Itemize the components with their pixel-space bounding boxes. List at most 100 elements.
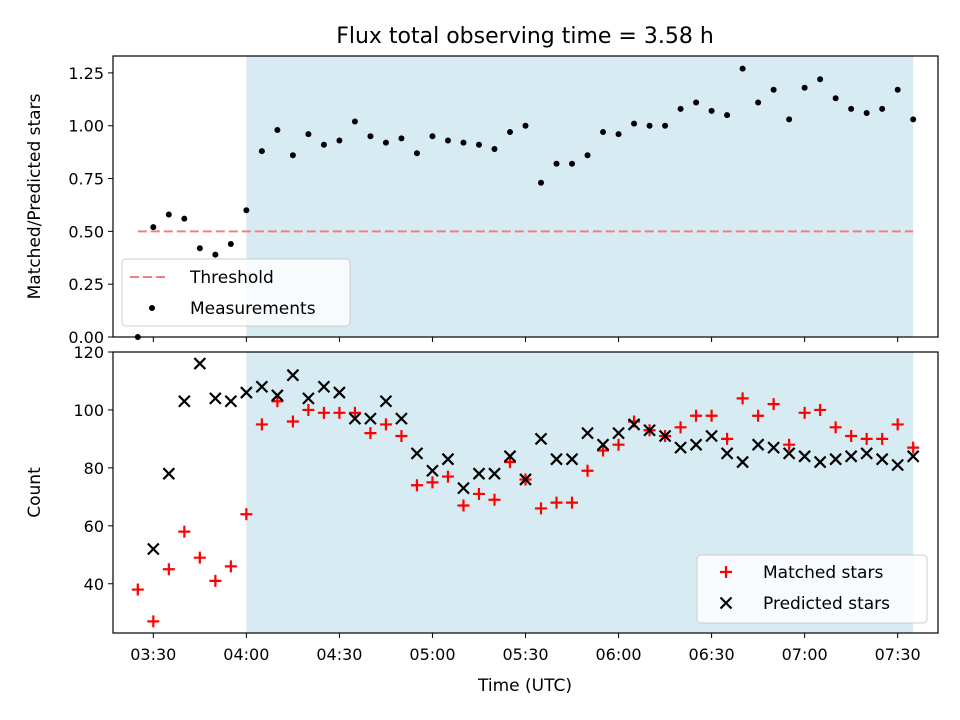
matched-star-point <box>472 487 485 500</box>
measurement-point <box>351 118 358 125</box>
y-axis-label: Matched/Predicted stars <box>25 93 45 299</box>
predicted-star-point <box>503 450 517 463</box>
x-tick-label: 06:30 <box>689 645 735 664</box>
matched-star-point <box>907 441 920 454</box>
measurement-point <box>910 116 917 123</box>
matched-star-point <box>705 409 718 422</box>
legend-box <box>696 554 928 624</box>
predicted-star-point <box>302 392 315 405</box>
predicted-star-point <box>860 447 873 460</box>
predicted-star-point <box>627 418 641 431</box>
predicted-star-point <box>333 386 346 399</box>
y-tick-label: 0.75 <box>68 170 104 189</box>
predicted-star-point <box>224 394 238 408</box>
measurement-point <box>475 141 482 148</box>
matched-star-point <box>721 432 734 445</box>
matched-star-point <box>581 464 594 477</box>
y-axis-label: Count <box>25 467 45 518</box>
predicted-star-point <box>581 426 594 440</box>
measurement-point <box>506 129 513 136</box>
measurement-point <box>894 86 901 93</box>
measurement-point <box>444 137 451 144</box>
predicted-star-point <box>596 438 610 451</box>
matched-star-point <box>302 403 315 416</box>
legend: Threshold Measurements <box>121 258 351 327</box>
measurement-point <box>305 131 312 138</box>
matched-star-point <box>271 395 284 408</box>
chart-title: Flux total observing time = 3.58 h <box>336 24 714 49</box>
predicted-star-point <box>550 452 563 466</box>
matched-star-point <box>178 525 191 538</box>
predicted-star-point <box>612 426 625 440</box>
predicted-star-point <box>798 450 811 463</box>
predicted-star-point <box>286 368 300 382</box>
x-tick-label: 07:30 <box>875 645 921 664</box>
measurement-point <box>755 99 762 106</box>
y-tick-label: 1.00 <box>68 117 104 136</box>
y-tick-label: 120 <box>73 343 104 362</box>
x-tick-label: 05:00 <box>409 645 455 664</box>
measurement-point <box>879 105 886 112</box>
measurement-point <box>817 76 824 83</box>
legend-measurements-label: Measurements <box>190 299 316 319</box>
measurement-point <box>646 122 653 129</box>
measurement-point <box>165 211 172 218</box>
predicted-star-point <box>395 412 408 425</box>
measurement-point <box>584 152 591 159</box>
measurement-point <box>848 105 855 112</box>
predicted-star-point <box>674 441 687 454</box>
bottom-panel: 40 60 80 100 120 03:30 04:00 04:30 05:00 05:30 06:… <box>25 343 939 664</box>
predicted-star-point <box>488 467 501 480</box>
measurement-point <box>553 160 560 167</box>
y-tick-label: 40 <box>84 575 104 594</box>
predicted-star-point <box>829 452 842 466</box>
measurement-point <box>460 139 467 146</box>
measurement-point <box>786 116 793 123</box>
legend-predicted-swatch <box>719 596 733 610</box>
measurement-point <box>243 207 250 214</box>
measurement-point <box>274 126 281 133</box>
matched-star-point <box>597 444 610 457</box>
matched-star-point <box>752 409 765 422</box>
legend-matched-label: Matched stars <box>763 563 883 583</box>
measurement-point <box>398 135 405 142</box>
matched-star-point <box>876 432 889 445</box>
measurement-point <box>677 105 684 112</box>
matched-star-point <box>814 403 827 416</box>
x-tick-label: 05:30 <box>502 645 548 664</box>
predicted-star-point <box>751 438 765 451</box>
predicted-star-point <box>472 467 486 480</box>
matched-star-point <box>286 415 299 428</box>
predicted-star-point <box>426 464 439 478</box>
matched-star-point <box>860 432 873 445</box>
y-tick-label: 0.25 <box>68 275 104 294</box>
predicted-star-point <box>767 441 780 454</box>
matched-star-point <box>255 418 268 431</box>
measurement-point <box>662 122 669 129</box>
matched-star-point <box>829 421 842 434</box>
matched-star-point <box>317 406 330 419</box>
measurement-point <box>724 112 731 119</box>
predicted-star-point <box>317 380 331 394</box>
predicted-star-point <box>364 412 377 425</box>
measurement-point <box>181 215 188 222</box>
measurement-point <box>739 65 746 72</box>
matched-star-point <box>333 406 346 419</box>
matched-star-point <box>441 470 454 483</box>
predicted-star-point <box>705 429 718 443</box>
matched-star-point <box>566 496 579 509</box>
matched-star-point <box>147 615 160 628</box>
matched-star-point <box>674 421 687 434</box>
matched-star-point <box>162 563 175 576</box>
matched-star-point <box>503 456 516 469</box>
matched-star-point <box>410 479 423 492</box>
matched-star-point <box>767 398 780 411</box>
predicted-star-point <box>736 455 749 469</box>
y-tick-label: 80 <box>84 459 104 478</box>
shaded-region <box>246 56 914 337</box>
matched-star-point <box>209 574 222 587</box>
matched-star-point <box>379 418 392 431</box>
predicted-star-point <box>162 467 176 480</box>
x-tick-label: 04:30 <box>316 645 362 664</box>
matched-star-point <box>426 476 439 489</box>
